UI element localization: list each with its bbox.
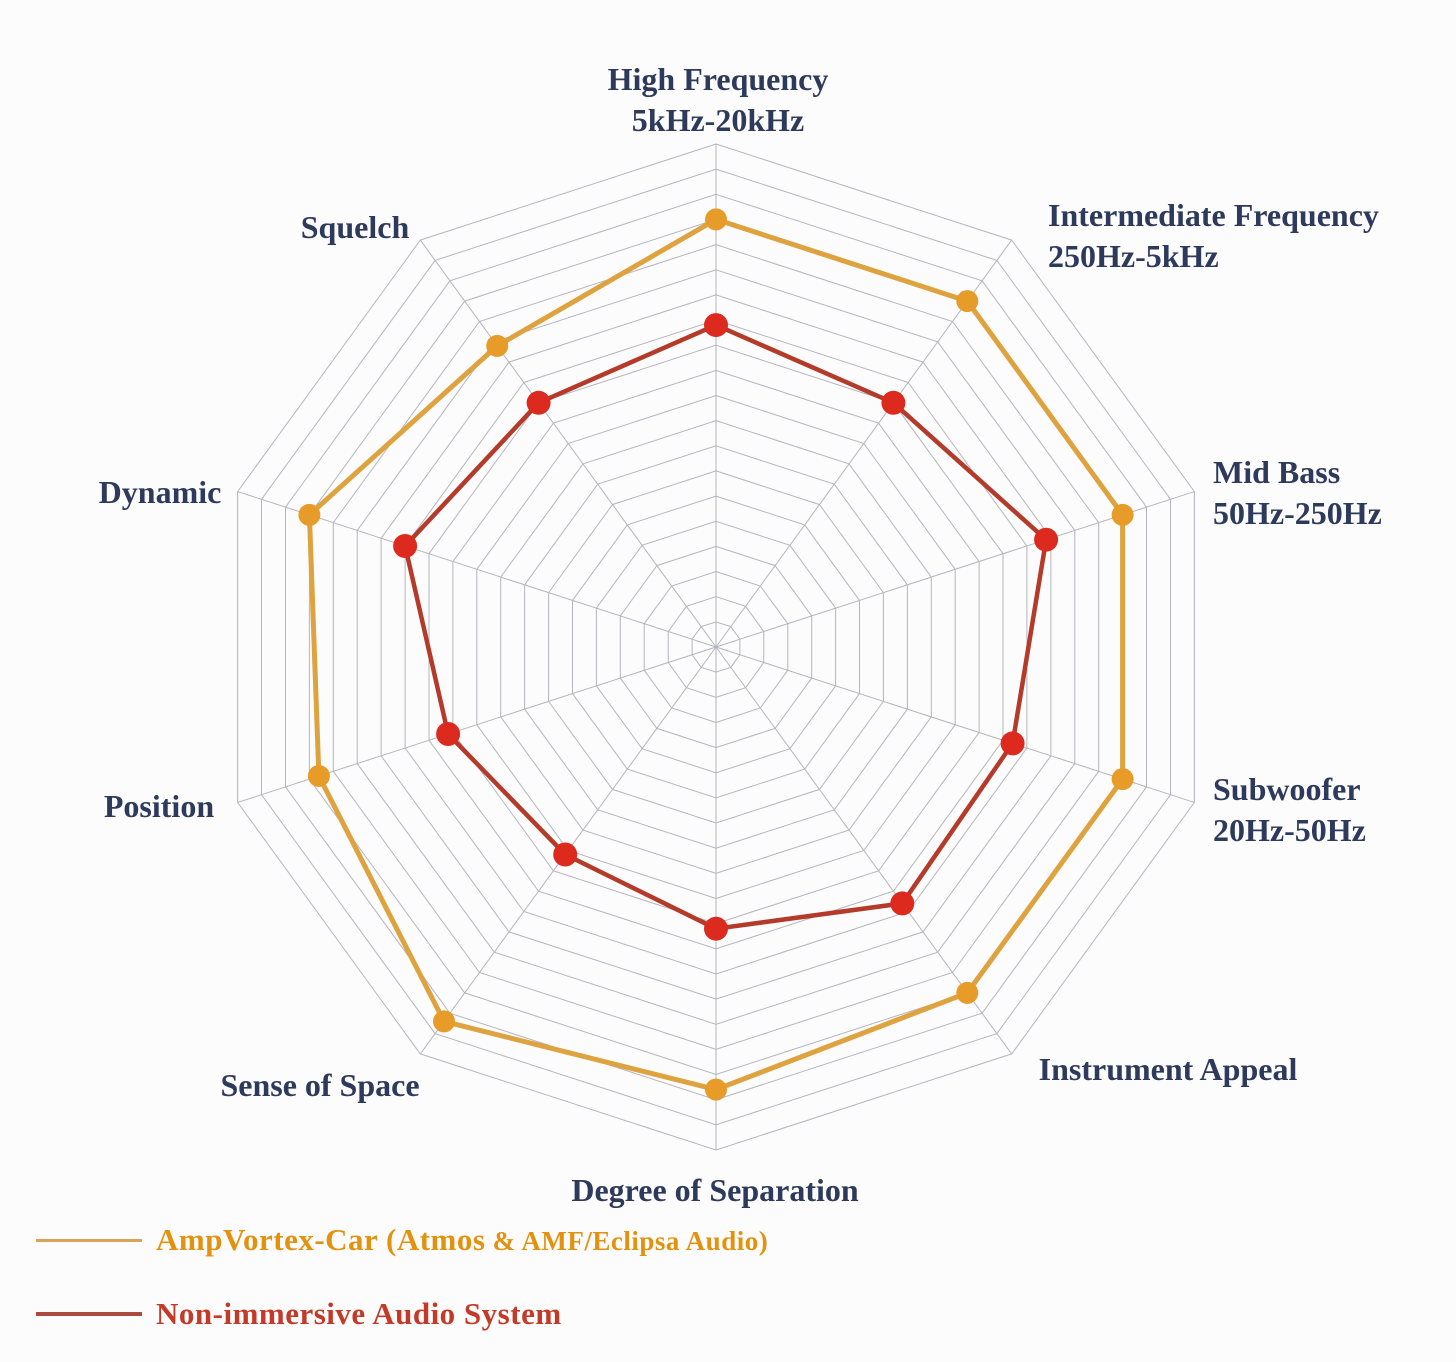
series-0-point-1 xyxy=(956,290,979,313)
series-1-point-9 xyxy=(526,390,551,415)
axis-label-6: Sense of Space xyxy=(220,1067,419,1103)
legend-item-non-immersive: Non-immersive Audio System xyxy=(36,1288,768,1340)
axis-sublabel-3: 20Hz-50Hz xyxy=(1213,812,1366,848)
series-0-points xyxy=(298,208,1134,1101)
axis-label-7: Position xyxy=(104,788,214,824)
series-0-point-7 xyxy=(307,765,330,787)
legend-swatch-ampvortex xyxy=(36,1238,142,1242)
legend-label-ampvortex: AmpVortex-Car (Atmos & AMF/Eclipsa Audio… xyxy=(156,1222,769,1257)
series-0-point-3 xyxy=(1111,768,1134,791)
grid-spoke xyxy=(419,239,717,648)
axis-label-4: Instrument Appeal xyxy=(1039,1051,1298,1087)
series-1-point-1 xyxy=(881,390,906,415)
series-1-points xyxy=(393,313,1059,941)
chart-legend: AmpVortex-Car (Atmos & AMF/Eclipsa Audio… xyxy=(36,1214,768,1362)
series-1-line xyxy=(402,322,1049,931)
legend-swatch-non-immersive xyxy=(36,1312,142,1316)
axis-label-1: Intermediate Frequency xyxy=(1048,197,1379,233)
series-1-point-5 xyxy=(704,916,728,941)
series-0-point-4 xyxy=(956,981,979,1004)
series-0-point-9 xyxy=(486,334,509,357)
series-1-point-7 xyxy=(436,722,461,746)
series-1-point-4 xyxy=(890,891,915,916)
axis-sublabel-2: 50Hz-250Hz xyxy=(1213,495,1382,531)
axis-label-2: Mid Bass xyxy=(1213,454,1340,490)
series-1-point-8 xyxy=(393,534,418,558)
legend-item-ampvortex: AmpVortex-Car (Atmos & AMF/Eclipsa Audio… xyxy=(36,1214,768,1266)
series-0-point-6 xyxy=(433,1010,455,1033)
series-0-point-5 xyxy=(705,1078,727,1101)
series-0-point-2 xyxy=(1111,503,1134,526)
series-1-point-6 xyxy=(553,842,578,867)
axis-label-8: Dynamic xyxy=(99,474,222,510)
series-1-point-3 xyxy=(1000,731,1025,756)
legend-label-non-immersive: Non-immersive Audio System xyxy=(156,1296,562,1331)
axis-sublabel-1: 250Hz-5kHz xyxy=(1048,238,1219,274)
series-0-point-0 xyxy=(705,208,727,231)
axis-label-3: Subwoofer xyxy=(1213,771,1361,807)
axis-label-9: Squelch xyxy=(301,209,410,245)
axis-label-5: Degree of Separation xyxy=(571,1172,859,1208)
series-1-point-2 xyxy=(1034,527,1059,552)
series-1-point-0 xyxy=(704,313,728,338)
axis-sublabel-0: 5kHz-20kHz xyxy=(632,102,804,138)
series-0-point-8 xyxy=(298,503,321,526)
axis-label-0: High Frequency xyxy=(608,61,829,97)
